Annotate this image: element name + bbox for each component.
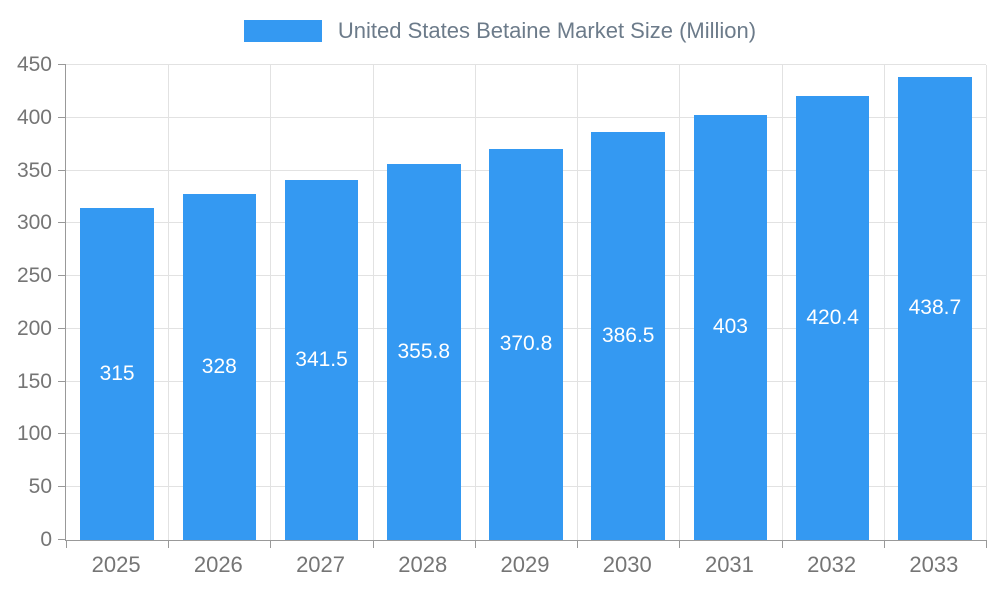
gridline-vertical (577, 65, 579, 540)
y-tick-label: 300 (16, 211, 52, 235)
y-tick-label: 150 (16, 369, 52, 393)
y-tick-mark (58, 486, 66, 488)
x-tick-mark (66, 540, 67, 548)
bar-value-label: 370.8 (499, 332, 553, 356)
bar-value-label: 403 (712, 315, 748, 339)
y-tick-mark (58, 116, 66, 118)
y-axis-labels: 0 50 100 150 200 250 300 350 400 450 (0, 53, 52, 551)
x-tick-label: 2026 (193, 552, 243, 577)
bar-value-label: 328 (201, 354, 237, 378)
gridline-horizontal (66, 64, 986, 65)
y-tick-label: 450 (16, 53, 52, 76)
x-tick-label: 2032 (807, 552, 857, 577)
bar-value-label: 315 (99, 361, 135, 385)
plot-area: 315 328 341.5 355.8 370.8 386.5 403 420.4 438.7 (58, 64, 987, 548)
bar-value-label: 355.8 (397, 340, 451, 364)
x-tick-label: 2025 (91, 552, 141, 577)
x-tick-mark (372, 540, 374, 548)
x-tick-label: 2028 (398, 552, 448, 577)
x-tick-mark (883, 540, 885, 548)
x-tick-label: 2030 (602, 552, 652, 577)
bar: 328 (182, 193, 257, 540)
y-tick-label: 400 (16, 105, 52, 129)
x-tick-label: 2031 (704, 552, 754, 577)
bar: 370.8 (489, 148, 563, 540)
gridline-vertical (372, 65, 374, 540)
x-tick-label: 2033 (909, 552, 959, 577)
y-tick-label: 200 (16, 316, 52, 340)
bar-value-label: 420.4 (806, 306, 859, 330)
y-tick-label: 250 (16, 264, 52, 288)
gridline-vertical (986, 65, 987, 540)
gridline-vertical (168, 65, 170, 540)
gridline-vertical (270, 65, 272, 540)
y-tick-mark (58, 275, 66, 277)
y-tick-mark (58, 222, 66, 224)
x-tick-mark (474, 540, 476, 548)
bar: 341.5 (284, 179, 359, 540)
bar: 420.4 (795, 96, 870, 540)
chart-body: 0 50 100 150 200 250 300 350 400 450 315 328 341.5 3… (0, 53, 1000, 551)
x-tick-label: 2027 (296, 552, 346, 577)
bar: 315 (80, 207, 154, 540)
y-tick-label: 100 (16, 422, 52, 446)
x-tick-mark (577, 540, 579, 548)
y-tick-mark (58, 327, 66, 329)
gridline-vertical (679, 65, 681, 540)
gridline-vertical (474, 65, 476, 540)
y-tick-mark (58, 433, 66, 435)
x-tick-mark (168, 540, 170, 548)
y-tick-label: 50 (28, 475, 52, 499)
x-tick-mark (270, 540, 272, 548)
y-tick-mark (58, 539, 66, 540)
y-tick-mark (58, 64, 66, 65)
x-tick-mark (679, 540, 681, 548)
x-tick-mark (986, 540, 987, 548)
x-tick-mark (781, 540, 783, 548)
chart-title: United States Betaine Market Size (Milli… (337, 18, 757, 43)
bar-value-label: 438.7 (908, 296, 962, 320)
legend-swatch (243, 20, 322, 42)
bar: 355.8 (386, 164, 461, 540)
bar: 386.5 (591, 132, 666, 540)
x-axis-labels: 2025 2026 2027 2028 2029 2030 2031 2032 2033 (65, 552, 985, 588)
legend: United States Betaine Market Size (Milli… (0, 14, 1000, 48)
y-tick-label: 0 (40, 528, 52, 551)
y-tick-label: 350 (16, 158, 52, 182)
gridline-vertical (883, 65, 885, 540)
bar-value-label: 386.5 (601, 324, 655, 348)
bar: 438.7 (898, 76, 972, 540)
bar: 403 (693, 114, 768, 540)
y-tick-mark (58, 169, 66, 171)
gridline-horizontal (66, 116, 986, 118)
x-tick-label: 2029 (500, 552, 550, 577)
gridline-vertical (781, 65, 783, 540)
bar-value-label: 341.5 (295, 347, 348, 371)
y-tick-mark (58, 380, 66, 382)
